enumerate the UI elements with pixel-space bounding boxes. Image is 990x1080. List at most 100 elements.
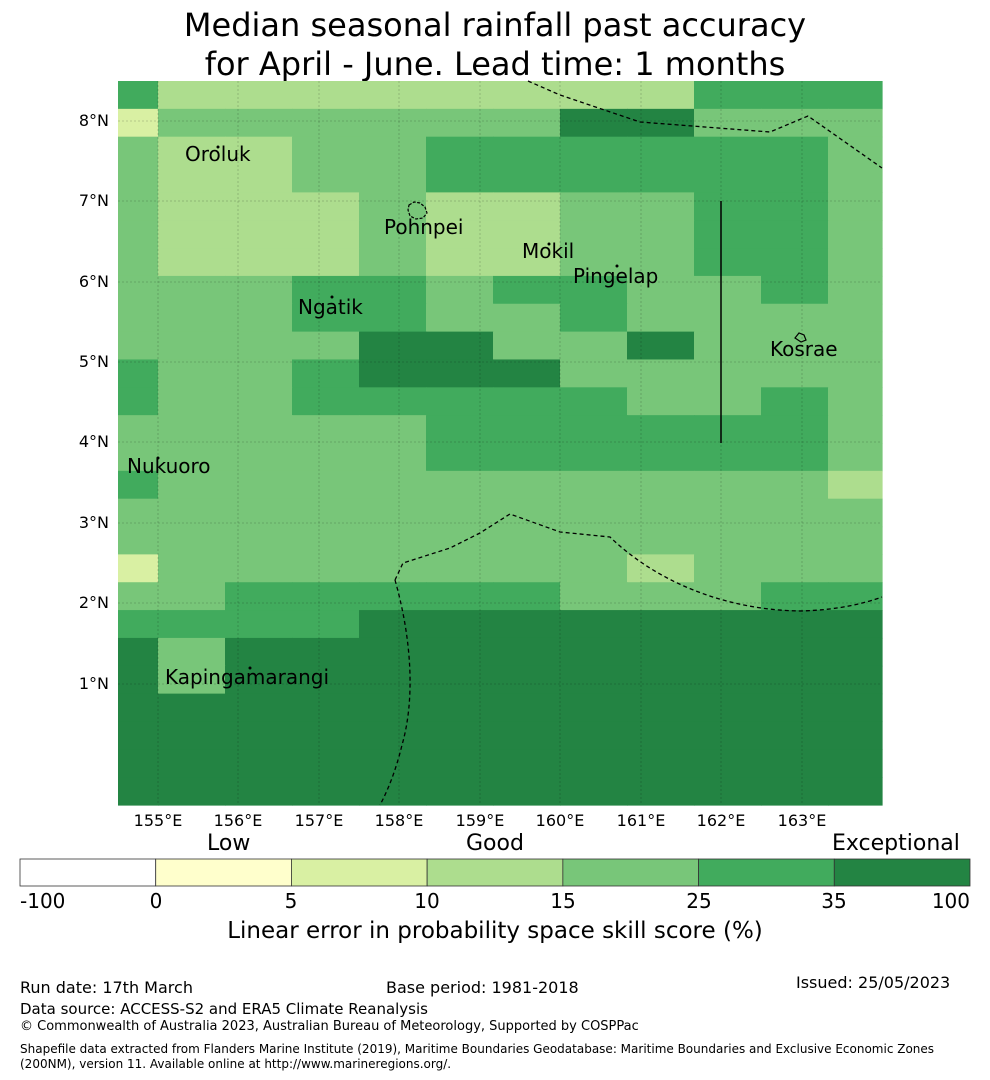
grid-cell — [828, 81, 883, 110]
grid-cell — [359, 721, 427, 750]
grid-cell — [292, 498, 360, 528]
grid-cell — [225, 749, 293, 778]
grid-cell — [426, 81, 494, 110]
grid-cell — [560, 526, 628, 555]
grid-cell — [560, 443, 628, 472]
grid-cell — [828, 665, 883, 695]
colorbar-label: Linear error in probability space skill … — [227, 918, 763, 944]
grid-cell — [761, 303, 829, 333]
grid-cell — [761, 665, 829, 695]
grid-cell — [694, 470, 762, 500]
grid-cell — [118, 665, 159, 695]
grid-cell — [828, 359, 883, 388]
grid-cell — [560, 275, 628, 305]
grid-cell — [225, 220, 293, 249]
grid-cell — [493, 554, 561, 583]
graticule — [118, 81, 882, 805]
grid-cell — [426, 220, 494, 249]
grid-cell — [158, 610, 226, 639]
grid-cell — [493, 610, 561, 639]
eez-boundaries — [379, 80, 883, 806]
base-period: Base period: 1981-2018 — [386, 978, 579, 997]
grid-cell — [828, 331, 883, 361]
grid-cell — [292, 303, 360, 333]
grid-cell — [493, 749, 561, 778]
grid-cell — [627, 192, 695, 221]
grid-cell — [359, 164, 427, 193]
lat-label-4n: 4°N — [79, 432, 109, 451]
grid-cell — [158, 582, 226, 611]
grid-cell — [560, 108, 628, 138]
grid-cell — [118, 192, 159, 221]
grid-cell — [828, 443, 883, 472]
issued-date: Issued: 25/05/2023 — [796, 973, 951, 992]
grid-cell — [761, 637, 829, 667]
grid-cell — [292, 136, 360, 166]
grid-cell — [225, 248, 293, 277]
grid-cell — [426, 498, 494, 528]
grid-cell — [627, 498, 695, 528]
kapingamarangi-island-marker — [248, 666, 252, 670]
grid-cell — [627, 582, 695, 611]
grid-cell — [426, 470, 494, 500]
grid-cell — [225, 164, 293, 193]
grid-cell — [426, 665, 494, 695]
grid-cell — [761, 164, 829, 193]
colorbar-segment — [155, 858, 292, 887]
pohnpei-island-outline — [407, 201, 428, 220]
grid-cell — [118, 749, 159, 778]
grid-cell — [694, 443, 762, 472]
colorbar-tick-0: 0 — [149, 889, 163, 913]
grid-cell — [118, 248, 159, 277]
grid-cell — [560, 749, 628, 778]
grid-cell — [118, 331, 159, 361]
grid-cell — [225, 610, 293, 639]
grid-cell — [225, 192, 293, 221]
grid-cell — [560, 220, 628, 249]
grid-cell — [292, 387, 360, 416]
colorbar-segment — [698, 858, 835, 887]
grid-cell — [118, 610, 159, 639]
grid-cell — [694, 248, 762, 277]
grid-cell — [118, 637, 159, 667]
grid-cell — [493, 443, 561, 472]
grid-cell — [359, 81, 427, 110]
grid-cell — [426, 275, 494, 305]
grid-cell — [828, 470, 883, 500]
grid-cell — [627, 387, 695, 416]
grid-cell — [359, 303, 427, 333]
grid-cell — [694, 777, 762, 806]
grid-cell — [158, 526, 226, 555]
grid-cell — [761, 275, 829, 305]
grid-cell — [761, 777, 829, 806]
grid-cell — [627, 164, 695, 193]
grid-cell — [694, 387, 762, 416]
grid-cell — [560, 248, 628, 277]
grid-cell — [493, 164, 561, 193]
grid-cell — [158, 637, 226, 667]
grid-cell — [158, 554, 226, 583]
grid-cell — [560, 81, 628, 110]
grid-cell — [359, 665, 427, 695]
grid-cell — [560, 387, 628, 416]
kosrae-island-outline — [794, 332, 807, 343]
grid-cell — [828, 415, 883, 444]
grid-cell — [493, 275, 561, 305]
grid-cell — [292, 81, 360, 110]
colorbar-segment — [19, 858, 157, 887]
grid-cell — [426, 136, 494, 166]
grid-cell — [158, 777, 226, 806]
grid-cell — [761, 443, 829, 472]
place-label-nukuoro: Nukuoro — [127, 454, 211, 478]
grid-cell — [694, 108, 762, 138]
grid-cell — [627, 665, 695, 695]
grid-cell — [292, 721, 360, 750]
grid-cell — [359, 470, 427, 500]
grid-cell — [627, 331, 695, 361]
grid-cell — [761, 554, 829, 583]
grid-cell — [694, 331, 762, 361]
grid-cell — [292, 777, 360, 806]
grid-cell — [225, 498, 293, 528]
grid-cell — [292, 164, 360, 193]
